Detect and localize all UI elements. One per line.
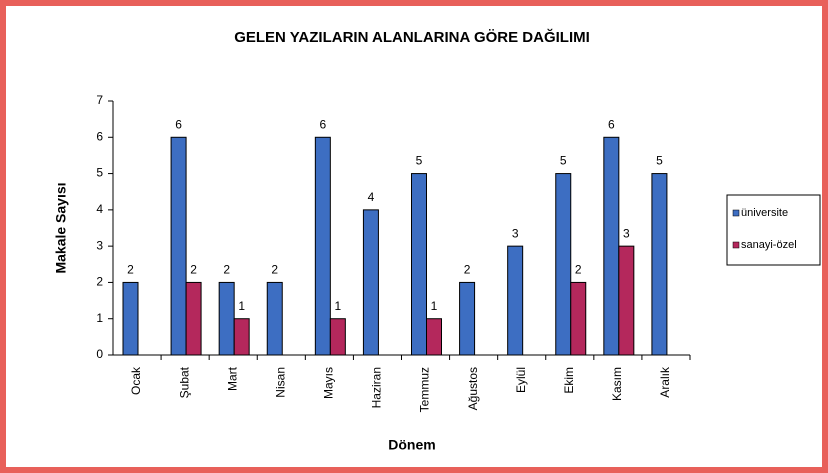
x-tick-label: Eylül bbox=[514, 367, 528, 393]
bar bbox=[507, 245, 524, 356]
x-tick-label: Kasım bbox=[610, 367, 624, 401]
bar bbox=[618, 245, 635, 356]
x-tick-label: Mayıs bbox=[322, 367, 336, 399]
bar bbox=[185, 281, 202, 356]
data-label: 6 bbox=[175, 117, 182, 131]
legend-label: üniversite bbox=[741, 207, 788, 219]
bar bbox=[233, 318, 250, 356]
bar bbox=[459, 281, 476, 356]
bar bbox=[651, 173, 668, 356]
x-tick-label: Nisan bbox=[273, 367, 287, 398]
x-tick-label: Aralık bbox=[658, 366, 672, 398]
y-tick-label: 4 bbox=[96, 202, 103, 216]
x-axis-label: Dönem bbox=[388, 437, 435, 453]
data-label: 5 bbox=[656, 154, 663, 168]
data-label: 1 bbox=[431, 299, 438, 313]
bar bbox=[314, 136, 331, 356]
data-label: 2 bbox=[223, 263, 230, 277]
x-tick-label: Şubat bbox=[177, 366, 191, 398]
data-label: 4 bbox=[368, 190, 375, 204]
x-tick-label: Temmuz bbox=[418, 367, 432, 412]
data-label: 5 bbox=[560, 154, 567, 168]
bar bbox=[170, 136, 187, 356]
bar bbox=[555, 173, 572, 356]
x-tick-label: Mart bbox=[225, 366, 239, 391]
legend-swatch bbox=[732, 209, 740, 217]
y-tick-label: 5 bbox=[96, 166, 103, 180]
data-label: 2 bbox=[464, 263, 471, 277]
y-tick-label: 2 bbox=[96, 275, 103, 289]
bar bbox=[570, 281, 587, 356]
data-label: 2 bbox=[575, 263, 582, 277]
y-tick-label: 0 bbox=[96, 347, 103, 361]
legend-swatch bbox=[732, 241, 740, 249]
data-label: 2 bbox=[127, 263, 134, 277]
data-label: 1 bbox=[238, 299, 245, 313]
bar bbox=[329, 318, 346, 356]
legend-box bbox=[726, 194, 821, 266]
bar bbox=[122, 281, 139, 356]
bar bbox=[426, 318, 442, 356]
bar bbox=[603, 136, 620, 356]
chart-title: GELEN YAZILARIN ALANLARINA GÖRE DAĞILIMI bbox=[234, 28, 590, 46]
legend-label: sanayi-özel bbox=[741, 239, 797, 251]
bar bbox=[266, 281, 283, 356]
y-axis-label: Makale Sayısı bbox=[53, 182, 69, 273]
bar bbox=[411, 173, 427, 356]
x-tick-label: Ekim bbox=[562, 367, 576, 394]
data-label: 6 bbox=[319, 117, 326, 131]
x-tick-label: Ocak bbox=[129, 366, 143, 395]
y-tick-label: 7 bbox=[96, 93, 103, 107]
x-tick-label: Haziran bbox=[370, 367, 384, 408]
data-label: 5 bbox=[416, 154, 423, 168]
data-label: 3 bbox=[623, 226, 630, 240]
bar bbox=[362, 209, 379, 356]
y-tick-label: 6 bbox=[96, 129, 103, 143]
y-tick-label: 1 bbox=[96, 311, 103, 325]
bar bbox=[218, 281, 235, 356]
data-label: 1 bbox=[334, 299, 341, 313]
x-tick-label: Ağustos bbox=[466, 367, 480, 410]
data-label: 6 bbox=[608, 117, 615, 131]
data-label: 3 bbox=[512, 226, 519, 240]
y-tick-label: 3 bbox=[96, 238, 103, 252]
data-label: 2 bbox=[271, 263, 278, 277]
data-label: 2 bbox=[190, 263, 197, 277]
